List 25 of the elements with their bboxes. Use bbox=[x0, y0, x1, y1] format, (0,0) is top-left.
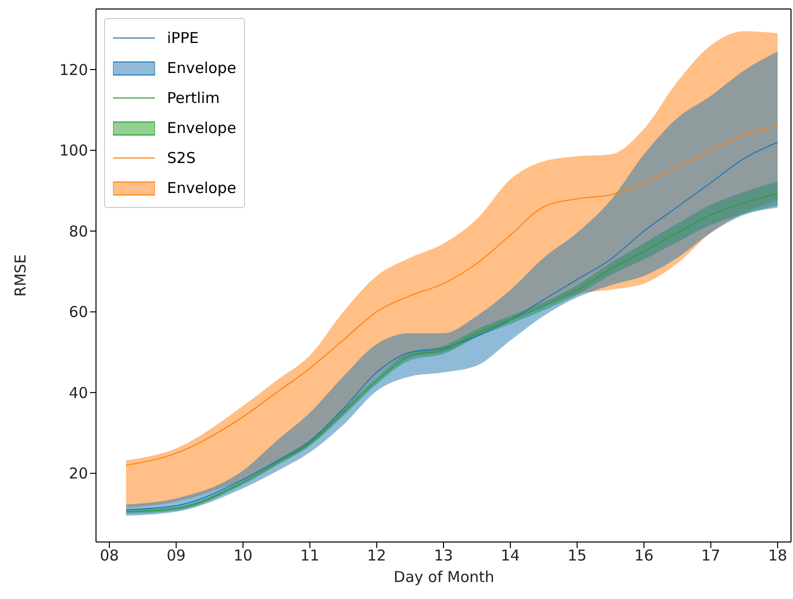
x-tick-label: 18 bbox=[768, 546, 788, 565]
x-axis-title: Day of Month bbox=[392, 568, 496, 586]
legend-label: S2S bbox=[167, 149, 196, 167]
y-tick-label: 80 bbox=[68, 222, 88, 240]
x-tick-label: 15 bbox=[568, 546, 587, 565]
x-tick-label: 12 bbox=[367, 546, 386, 565]
legend-label: Envelope bbox=[167, 59, 236, 77]
x-tick-label: 11 bbox=[300, 546, 320, 565]
y-tick-label: 60 bbox=[68, 303, 88, 322]
legend-label: Pertlim bbox=[167, 89, 220, 107]
y-tick-label: 40 bbox=[68, 384, 88, 402]
y-tick-label: 120 bbox=[59, 60, 88, 79]
x-tick-label: 09 bbox=[166, 546, 186, 565]
x-tick-label: 10 bbox=[233, 546, 253, 565]
x-tick-label: 08 bbox=[100, 546, 119, 565]
y-tick-label: 20 bbox=[68, 464, 88, 483]
x-tick-label: 17 bbox=[701, 546, 720, 565]
legend-label: iPPE bbox=[167, 29, 199, 47]
x-tick-label: 13 bbox=[434, 546, 454, 565]
y-tick-label: 100 bbox=[59, 142, 88, 160]
x-tick-label: 14 bbox=[500, 546, 520, 565]
legend-label: Envelope bbox=[167, 119, 236, 137]
legend-label: Envelope bbox=[167, 179, 236, 197]
x-tick-label: 16 bbox=[634, 546, 654, 565]
y-axis-title: RMSE bbox=[11, 254, 30, 297]
